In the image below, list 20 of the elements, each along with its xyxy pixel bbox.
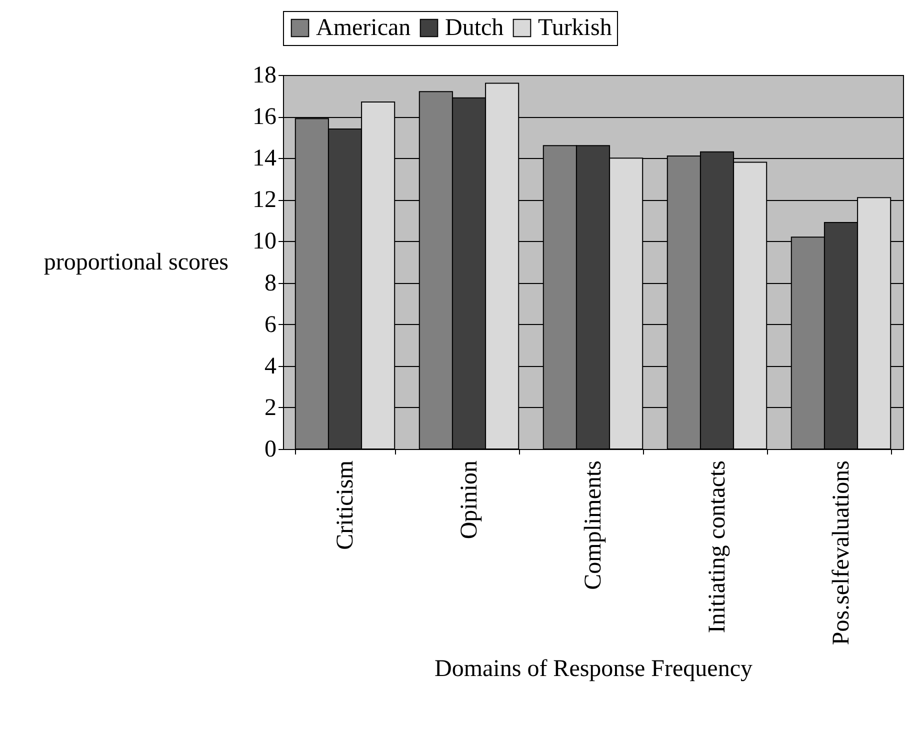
y-tick-label: 14 <box>252 146 276 172</box>
x-tick-label: Initiating contacts <box>704 460 730 634</box>
x-tick-label: Compliments <box>580 460 606 590</box>
y-tick-label: 4 <box>264 353 276 380</box>
y-tick-label: 18 <box>252 62 276 88</box>
x-axis-title: Domains of Response Frequency <box>434 656 752 682</box>
y-tick-label: 16 <box>252 104 276 130</box>
legend-label: Turkish <box>538 15 612 41</box>
y-tick-label: 12 <box>252 187 276 214</box>
y-tick-label: 0 <box>264 436 276 462</box>
x-tick-label: Criticism <box>332 460 358 550</box>
legend-label: Dutch <box>445 15 504 41</box>
y-tick-label: 6 <box>264 312 276 338</box>
x-tick-label: Opinion <box>456 460 482 540</box>
y-tick-label: 2 <box>264 394 276 421</box>
x-tick-label: Pos.selfevaluations <box>828 460 854 646</box>
legend-label: American <box>316 15 411 41</box>
y-axis-title: proportional scores <box>44 250 228 276</box>
y-tick-label: 10 <box>252 228 276 255</box>
y-tick-label: 8 <box>264 270 276 296</box>
